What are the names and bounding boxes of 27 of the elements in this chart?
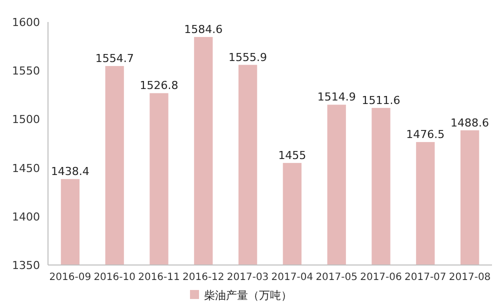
legend-label: 柴油产量（万吨） (204, 289, 292, 302)
data-label: 1511.6 (362, 94, 400, 107)
y-tick-label: 1550 (12, 64, 40, 78)
data-label: 1514.9 (317, 90, 356, 104)
x-tick-label: 2017-08 (448, 272, 491, 283)
x-tick-label: 2016-11 (138, 272, 180, 283)
x-tick-label: 2017-06 (360, 272, 402, 283)
x-tick-label: 2016-12 (182, 272, 224, 283)
y-tick-label: 1500 (12, 113, 40, 126)
data-label: 1555.9 (228, 50, 268, 64)
data-label: 1455 (278, 148, 306, 162)
data-label: 1488.6 (450, 116, 490, 130)
data-label: 1584.6 (184, 22, 223, 36)
data-label: 1438.4 (50, 165, 90, 178)
data-label: 1476.5 (406, 128, 445, 142)
y-tick-label: 1400 (12, 210, 40, 224)
x-tick-label: 2017-07 (404, 272, 446, 283)
y-tick-label: 1600 (12, 16, 40, 29)
x-tick-label: 2017-03 (226, 272, 269, 283)
data-label: 1554.7 (95, 52, 134, 66)
data-label: 1526.8 (140, 79, 178, 92)
y-tick-label: 1350 (12, 259, 40, 272)
x-tick-label: 2016-10 (94, 272, 136, 283)
x-tick-label: 2016-09 (49, 272, 92, 283)
x-tick-label: 2017-05 (316, 272, 358, 283)
x-tick-label: 2017-04 (271, 272, 314, 283)
y-tick-label: 1450 (12, 162, 40, 175)
